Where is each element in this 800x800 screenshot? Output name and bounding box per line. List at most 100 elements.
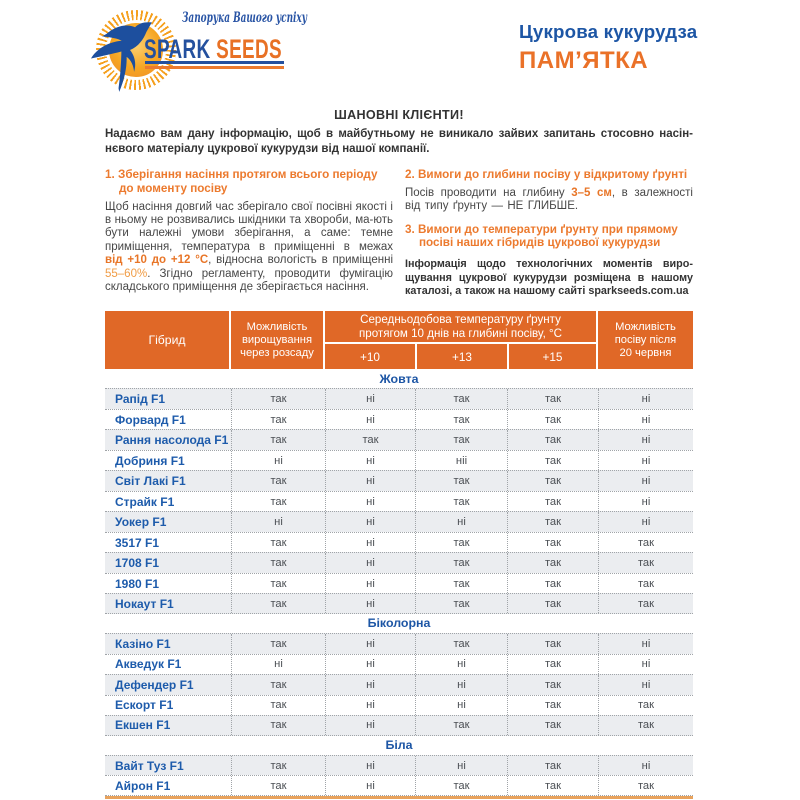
- header-temp-13: +13: [415, 344, 507, 369]
- cell-value: ні: [415, 755, 507, 776]
- cell-value: так: [507, 450, 598, 471]
- cell-value: так: [231, 553, 325, 573]
- hybrid-name: Рання насолода F1: [115, 433, 229, 448]
- cell-value: так: [507, 553, 598, 573]
- cell-value: так: [231, 471, 325, 491]
- cell-value: так: [415, 471, 507, 491]
- cell-value: так: [507, 695, 598, 716]
- storage-humidity: 55–60%: [105, 267, 148, 280]
- cell-value: ні: [325, 409, 415, 430]
- cell-value: ні: [325, 471, 415, 491]
- cell-value: ні: [598, 654, 693, 675]
- header-hybrid: Гібрид: [105, 311, 231, 369]
- cell-value: так: [507, 594, 598, 613]
- hybrid-name: Страйк F1: [115, 494, 175, 509]
- cell-value: так: [415, 409, 507, 430]
- hybrid-name: Світ Лакі F1: [115, 474, 186, 489]
- cell-value: так: [415, 532, 507, 553]
- cell-value: так: [507, 491, 598, 512]
- hybrid-name: Нокаут F1: [115, 596, 174, 611]
- cell-value: так: [507, 430, 598, 450]
- section-3-note: Інформація щодо технологічних моментів в…: [405, 258, 693, 298]
- table-row: 3517 F1 так ні так так так: [105, 531, 693, 553]
- cell-value: так: [507, 409, 598, 430]
- cell-value: так: [507, 389, 598, 409]
- cell-value: так: [231, 409, 325, 430]
- cell-value: ні: [325, 776, 415, 795]
- cell-value: ні: [325, 553, 415, 573]
- hybrid-name: Ескорт F1: [115, 698, 174, 713]
- section-3-title: 3. Вимоги до температури ґрунту при прям…: [405, 222, 678, 250]
- column-right: 2. Вимоги до глибини посіву у відкритому…: [405, 168, 693, 299]
- brand-name: SPARK SEEDS: [144, 34, 282, 65]
- cell-value: ні: [325, 450, 415, 471]
- cell-value: ні: [325, 512, 415, 532]
- cell-value: ні: [325, 716, 415, 735]
- cell-value: так: [507, 776, 598, 795]
- table-row: Айрон F1 так ні так так так: [105, 775, 693, 796]
- table-row: Вайт Туз F1 так ні ні так ні: [105, 754, 693, 776]
- hybrids-table: Гібрид Можливість вирощування через розс…: [105, 311, 693, 799]
- cell-value: ні: [325, 654, 415, 675]
- cell-value: так: [231, 776, 325, 795]
- cell-value: так: [598, 716, 693, 735]
- cell-value: ні: [231, 450, 325, 471]
- bird-icon: [90, 22, 152, 92]
- cell-value: так: [231, 675, 325, 695]
- cell-value: так: [507, 755, 598, 776]
- table-header: Гібрид Можливість вирощування через розс…: [105, 311, 693, 369]
- section-2-title: 2. Вимоги до глибини посіву у відкритому…: [405, 168, 688, 181]
- hybrid-name: Казіно F1: [115, 636, 171, 651]
- cell-value: так: [231, 573, 325, 594]
- cell-value: ні: [231, 512, 325, 532]
- table-row: Добриня F1 ні ні ніі так ні: [105, 449, 693, 471]
- table-row: 1708 F1 так ні так так так: [105, 552, 693, 573]
- cell-value: так: [507, 512, 598, 532]
- table-row: Рапід F1 так ні так так ні: [105, 388, 693, 409]
- document-title-block: Цукрова кукурудза ПАМ’ЯТКА: [519, 21, 697, 75]
- cell-value: ні: [325, 573, 415, 594]
- table-row: Форвард F1 так ні так так ні: [105, 408, 693, 430]
- hybrid-name: Вайт Туз F1: [115, 758, 184, 773]
- header-temp-10: +10: [359, 349, 380, 364]
- table-row: Страйк F1 так ні так так ні: [105, 490, 693, 512]
- cell-value: так: [231, 695, 325, 716]
- table-row: Рання насолода F1 так так так так ні: [105, 429, 693, 450]
- cell-value: ні: [415, 512, 507, 532]
- cell-value: так: [231, 491, 325, 512]
- depth-range: 3–5 см: [571, 186, 612, 199]
- table-row: 1980 F1 так ні так так так: [105, 572, 693, 594]
- table-bottom-rule: [105, 795, 693, 799]
- hybrid-name: Рапід F1: [115, 392, 166, 407]
- hybrid-name: 3517 F1: [115, 535, 160, 550]
- cell-value: ні: [325, 491, 415, 512]
- document-subtitle: Цукрова кукурудза: [519, 21, 698, 42]
- table-row: Ескорт F1 так ні ні так так: [105, 694, 693, 716]
- brand-spark: SPARK: [144, 34, 211, 64]
- cell-value: ні: [325, 594, 415, 613]
- cell-value: так: [598, 594, 693, 613]
- cell-value: ні: [598, 675, 693, 695]
- cell-value: ні: [598, 389, 693, 409]
- cell-value: так: [598, 553, 693, 573]
- header-temp-group: Середньодобова температуру ґрунту протяг…: [325, 311, 598, 369]
- cell-value: ні: [598, 755, 693, 776]
- cell-value: так: [598, 695, 693, 716]
- header-seedling: Можливість вирощування через розсаду: [231, 311, 325, 369]
- cell-value: ні: [598, 634, 693, 654]
- header-temp-span: Середньодобова температуру ґрунту протяг…: [325, 311, 596, 344]
- cell-value: так: [231, 594, 325, 613]
- section-label: Біла: [385, 738, 413, 753]
- intro-paragraph: Надаємо вам дану інформацію, щоб в майбу…: [105, 128, 693, 155]
- cell-value: ні: [598, 450, 693, 471]
- cell-value: ні: [598, 512, 693, 532]
- cell-value: так: [598, 573, 693, 594]
- spark-seeds-logo: Запорука Вашого успіху SPARK SEEDS: [90, 4, 376, 94]
- cell-value: ні: [231, 654, 325, 675]
- hybrid-name: Добриня F1: [115, 453, 185, 468]
- section-1-text-3: . Згідно регламенту, проводити фумігацію…: [105, 267, 393, 294]
- section-1-text-2: , відносна вологість в приміщенні: [208, 254, 393, 267]
- cell-value: так: [231, 430, 325, 450]
- cell-value: ні: [598, 430, 693, 450]
- cell-value: ні: [415, 675, 507, 695]
